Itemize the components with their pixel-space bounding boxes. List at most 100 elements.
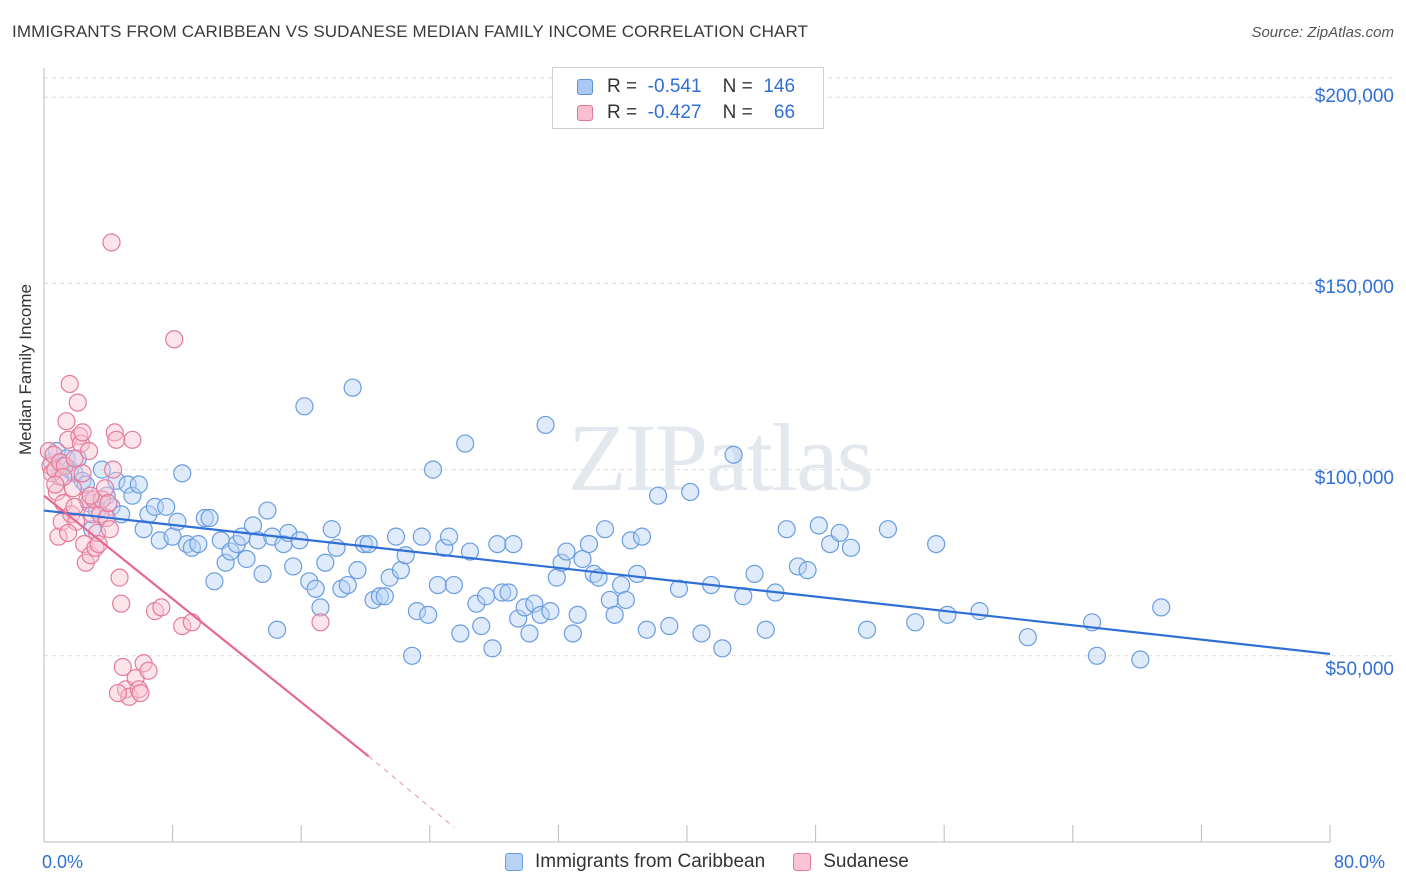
sudanese-point — [110, 568, 129, 587]
sudanese-point — [165, 330, 184, 349]
legend-n-value: 146 — [763, 76, 796, 97]
caribbean-point — [681, 482, 700, 502]
legend-n-label: N = — [722, 102, 753, 123]
caribbean-point — [713, 639, 732, 658]
sudanese-point — [44, 445, 63, 464]
legend-item-caribbean[interactable]: Immigrants from Caribbean — [505, 851, 765, 873]
legend-n-label: N = — [722, 76, 753, 97]
sudanese-point — [173, 616, 192, 636]
legend-swatch-caribbean — [505, 853, 523, 871]
sudanese-point — [152, 598, 171, 617]
sudanese-point — [99, 494, 118, 513]
sudanese-point — [49, 527, 68, 546]
caribbean-point — [200, 508, 219, 528]
sudanese-point — [95, 479, 115, 498]
caribbean-point — [628, 564, 647, 583]
caribbean-point — [637, 620, 656, 639]
y-tick-label-200k: $200,000 — [1314, 86, 1394, 107]
caribbean-point — [295, 397, 314, 416]
trend-lines — [43, 494, 1331, 828]
legend-row-caribbean: R = -0.541 N = 146 — [577, 75, 795, 99]
legend-row-sudanese: R = -0.427 N = 66 — [577, 101, 795, 125]
legend-n-value: 66 — [773, 102, 796, 123]
caribbean-point — [412, 527, 431, 546]
caribbean-point — [798, 561, 817, 580]
sudanese-point — [81, 486, 100, 505]
caribbean-point — [509, 609, 528, 628]
y-tick-label-50k: $50,000 — [1325, 659, 1394, 680]
caribbean-point — [660, 616, 679, 636]
caribbean-point — [403, 646, 422, 665]
caribbean-point — [531, 605, 550, 624]
caribbean-point — [724, 445, 743, 464]
caribbean-point — [439, 527, 459, 546]
sudanese-point — [311, 613, 330, 632]
sudanese-point — [79, 441, 99, 461]
caribbean-point — [605, 605, 624, 624]
caribbean-point — [809, 516, 828, 535]
caribbean-point — [306, 579, 325, 598]
caribbean-point — [830, 523, 849, 543]
caribbean-point — [515, 598, 534, 617]
sudanese-point — [123, 430, 142, 449]
caribbean-point — [248, 531, 267, 550]
x-tick-label-max: 80.0% — [1334, 852, 1386, 872]
series-legend: Immigrants from Caribbean Sudanese — [505, 851, 937, 873]
sudanese-point — [89, 534, 108, 554]
caribbean-point — [359, 534, 378, 554]
caribbean-point — [777, 520, 796, 539]
sudanese-point — [102, 233, 121, 252]
caribbean-point — [173, 464, 192, 483]
axes — [43, 68, 1331, 843]
caribbean-point — [451, 624, 470, 643]
y-axis-label: Median Family Income — [16, 283, 35, 455]
caribbean-point — [354, 534, 373, 554]
caribbean-trend-line — [43, 509, 1331, 656]
sudanese-point — [105, 423, 124, 442]
caribbean-point — [129, 475, 148, 494]
caribbean-point — [419, 605, 438, 624]
sudanese-point — [112, 594, 131, 613]
caribbean-point — [788, 557, 808, 576]
caribbean-point — [878, 520, 898, 539]
legend-swatch-caribbean — [577, 79, 593, 95]
caribbean-point — [504, 534, 523, 554]
caribbean-point — [692, 624, 711, 643]
caribbean-point — [579, 534, 599, 554]
legend-label-sudanese: Sudanese — [823, 851, 909, 872]
caribbean-point — [520, 624, 539, 643]
legend-item-sudanese[interactable]: Sudanese — [793, 851, 909, 873]
caribbean-point — [938, 605, 957, 624]
sudanese-point — [113, 657, 132, 677]
caribbean-point — [189, 534, 208, 554]
caribbean-point — [595, 520, 615, 539]
caribbean-point — [258, 501, 277, 520]
caribbean-point — [472, 616, 491, 636]
legend-r-label: R = — [607, 102, 638, 123]
legend-r-label: R = — [607, 76, 638, 97]
caribbean-point — [375, 587, 394, 606]
y-tick-label-100k: $100,000 — [1314, 468, 1394, 489]
caribbean-point — [338, 575, 357, 595]
caribbean-point — [316, 553, 335, 572]
x-tick-label-min: 0.0% — [42, 852, 84, 872]
caribbean-point — [1152, 598, 1171, 617]
caribbean-point — [370, 587, 390, 606]
caribbean-point — [493, 583, 512, 602]
caribbean-point — [499, 583, 518, 602]
correlation-legend: R = -0.541 N = 146 R = -0.427 N = 66 — [552, 67, 824, 129]
sudanese-point — [107, 430, 126, 449]
caribbean-point — [300, 572, 319, 591]
caribbean-point — [386, 527, 406, 546]
caribbean-point — [476, 587, 496, 606]
caribbean-point — [756, 620, 775, 639]
caribbean-point — [216, 553, 235, 572]
caribbean-point — [745, 564, 764, 583]
caribbean-point — [467, 594, 486, 613]
y-tick-label-150k: $150,000 — [1314, 277, 1394, 298]
caribbean-point — [525, 594, 544, 613]
caribbean-point — [348, 561, 367, 580]
sudanese-point — [73, 464, 92, 483]
source-label: Source: ZipAtlas.com — [1251, 24, 1394, 41]
